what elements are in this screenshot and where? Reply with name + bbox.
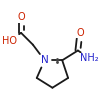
Text: HO: HO [2,36,17,46]
Text: N: N [41,55,48,65]
Text: NH₂: NH₂ [80,53,99,63]
Text: O: O [76,28,84,38]
Text: O: O [17,12,25,22]
